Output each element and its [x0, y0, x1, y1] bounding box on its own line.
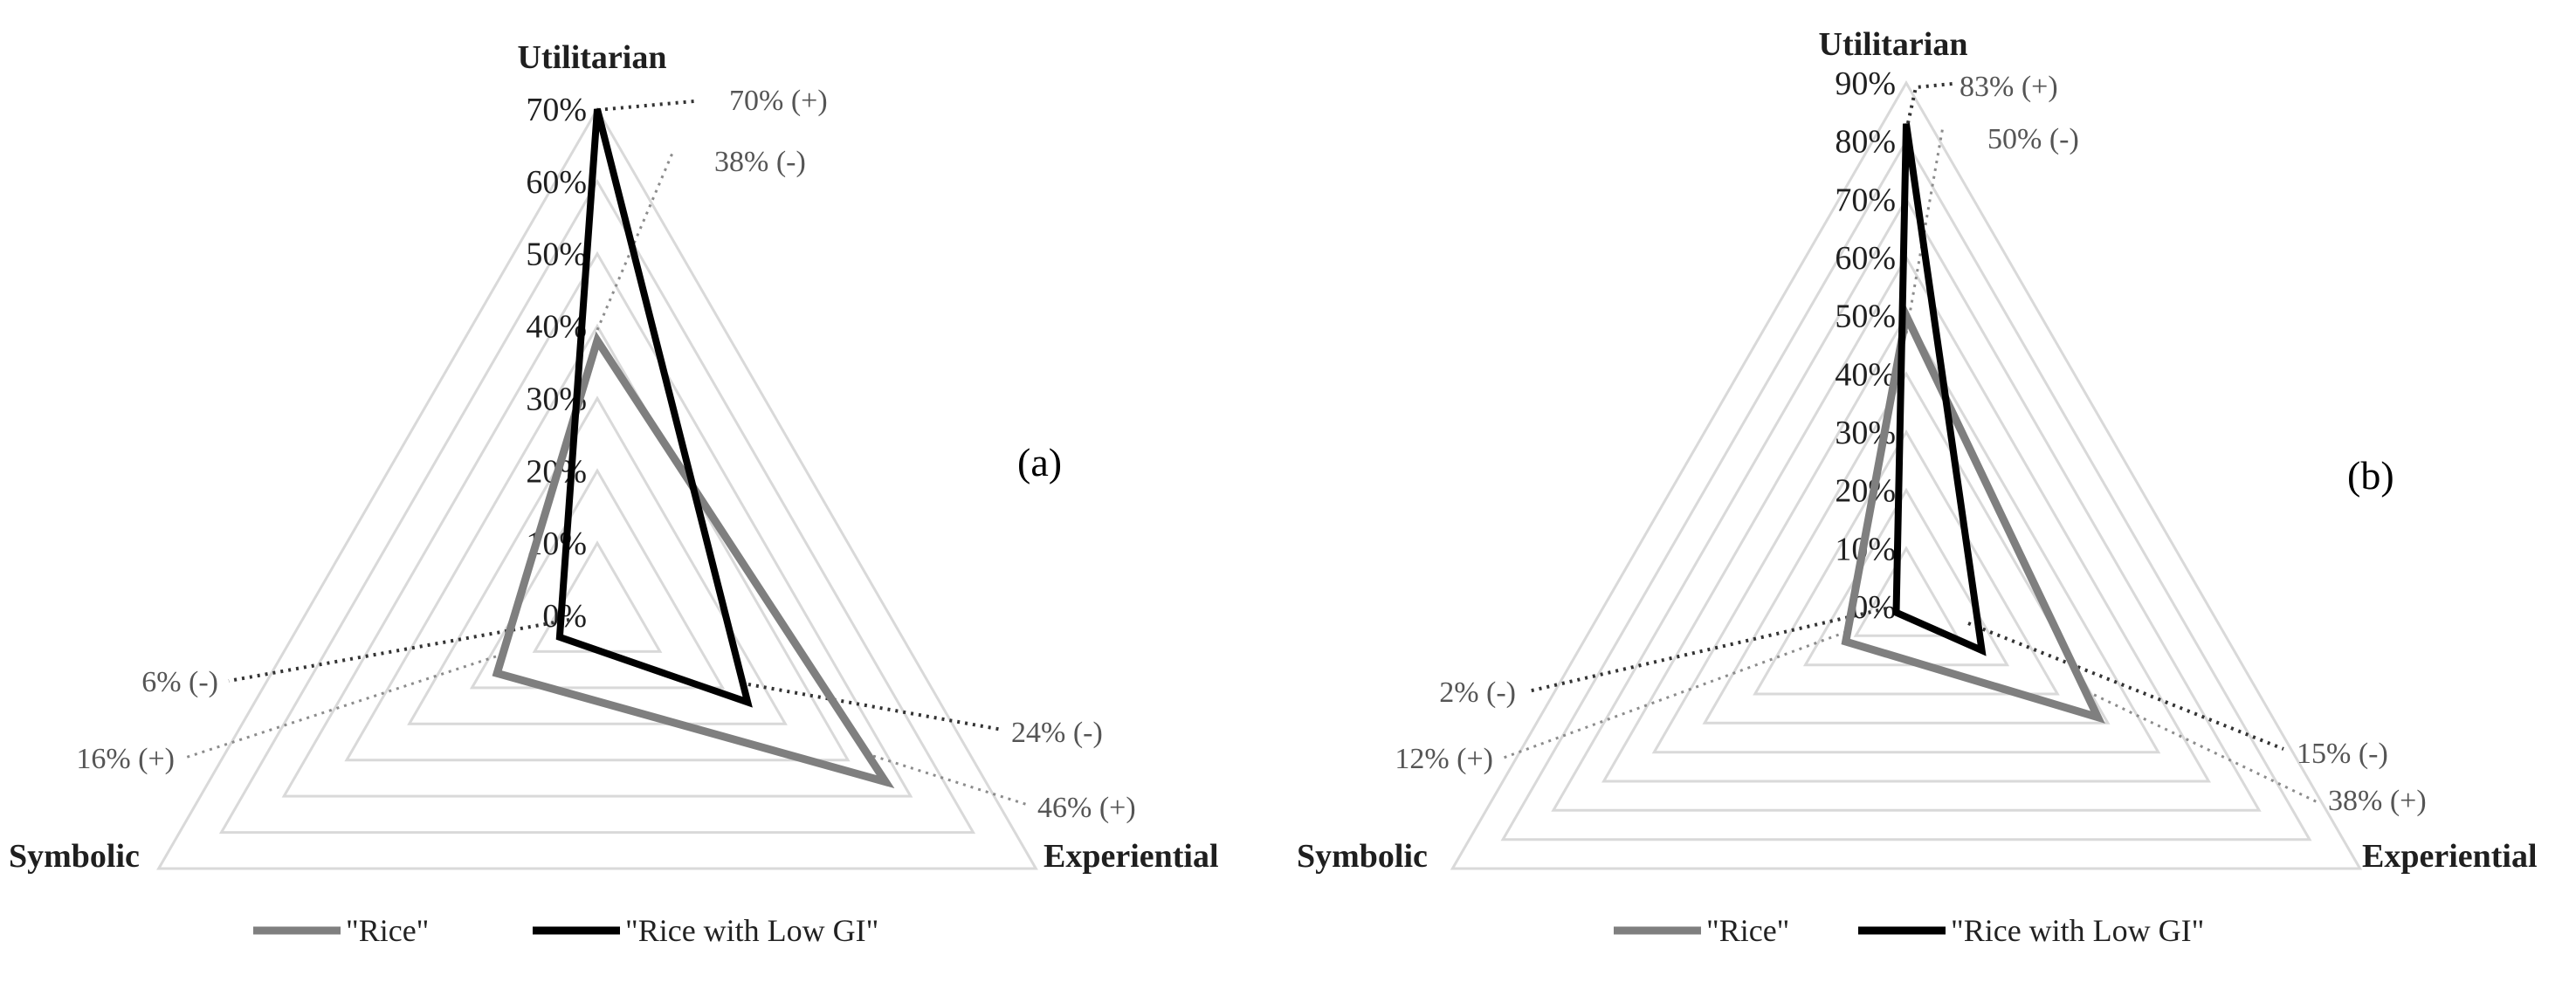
annotation-experiential-rice-a: 46% (+) — [1037, 792, 1136, 824]
leader-line-utilitarian-rice-b — [1904, 126, 1945, 334]
axis-label-experiential-a: Experiential — [1043, 838, 1219, 875]
radar-grid-a — [156, 106, 1038, 870]
grid-ring-b-1 — [1853, 546, 1960, 637]
grid-ring-b-7 — [1551, 196, 2262, 812]
annotation-utilitarian-low-gi-b: 83% (+) — [1960, 71, 2058, 103]
legend-a: "Rice" "Rice with Low GI" — [253, 913, 878, 948]
annotation-symbolic-low-gi-b: 2% (-) — [1439, 677, 1516, 709]
grid-ring-a-5 — [281, 251, 913, 798]
annotation-symbolic-rice-b: 12% (+) — [1395, 743, 1493, 775]
series-rice-low-gi-a — [555, 108, 753, 708]
annotation-utilitarian-rice-b: 50% (-) — [1987, 123, 2079, 155]
leader-line-utilitarian-low-gi-a — [596, 100, 695, 112]
tick-label-b-5: 50% — [1835, 299, 1896, 335]
axis-label-symbolic-a: Symbolic — [9, 838, 140, 875]
legend-label-rice-low-gi-a: "Rice with Low GI" — [625, 913, 878, 948]
leader-line-symbolic-low-gi-b — [1527, 607, 1887, 693]
axis-label-symbolic-b: Symbolic — [1297, 838, 1428, 875]
radar-grid-b — [1450, 79, 2363, 870]
leader-line-utilitarian-rice-a — [596, 150, 675, 331]
tick-label-b-7: 70% — [1835, 182, 1896, 218]
tick-label-a-7: 70% — [526, 92, 587, 128]
legend-b: "Rice" "Rice with Low GI" — [1614, 913, 2204, 948]
tick-label-b-8: 80% — [1835, 124, 1896, 161]
annotation-symbolic-low-gi-a: 6% (-) — [141, 666, 218, 698]
grid-ring-a-3 — [407, 395, 788, 725]
series-rice-low-gi-b — [1892, 123, 1987, 656]
radar-series-b — [1841, 123, 2105, 724]
tick-label-a-5: 50% — [526, 237, 587, 273]
radar-chart-b: 0%10%20%30%40%50%60%70%80%90% Utilitaria… — [1297, 26, 2538, 948]
grid-ring-b-6 — [1601, 254, 2211, 783]
grid-ring-b-9 — [1450, 79, 2363, 870]
tick-label-a-6: 60% — [526, 164, 587, 201]
tick-label-b-6: 60% — [1835, 240, 1896, 277]
legend-label-rice-low-gi-b: "Rice with Low GI" — [1951, 913, 2204, 948]
leader-line-experiential-low-gi-b — [1967, 622, 2284, 751]
grid-ring-b-8 — [1500, 138, 2312, 841]
tick-label-b-9: 90% — [1835, 65, 1896, 102]
leader-line-experiential-rice-b — [2086, 690, 2320, 805]
leader-line-symbolic-low-gi-a — [228, 618, 570, 683]
annotation-utilitarian-rice-a: 38% (-) — [714, 146, 806, 178]
radar-series-a — [492, 108, 895, 789]
series-rice-a — [492, 331, 895, 789]
grid-ring-b-5 — [1651, 313, 2161, 754]
axis-label-experiential-b: Experiential — [2362, 838, 2538, 875]
annotation-symbolic-rice-a: 16% (+) — [76, 743, 175, 775]
panel-label-a: (a) — [1017, 440, 1062, 484]
grid-ring-a-6 — [218, 178, 976, 835]
radar-chart-a: 0%10%20%30%40%50%60%70% Utilitarian Expe… — [9, 39, 1219, 948]
grid-ring-b-4 — [1702, 371, 2111, 725]
axis-label-utilitarian-a: Utilitarian — [518, 39, 667, 76]
leader-line-experiential-low-gi-a — [747, 683, 1003, 732]
axis-label-utilitarian-b: Utilitarian — [1819, 26, 1968, 63]
leader-line-symbolic-rice-b — [1503, 630, 1847, 759]
grid-ring-a-2 — [469, 468, 726, 690]
legend-label-rice-a: "Rice" — [346, 913, 429, 948]
grid-ring-b-3 — [1753, 429, 2060, 696]
tick-label-b-2: 20% — [1835, 473, 1896, 510]
annotation-experiential-low-gi-b: 15% (-) — [2297, 738, 2388, 770]
legend-label-rice-b: "Rice" — [1706, 913, 1789, 948]
series-rice-b — [1841, 303, 2105, 724]
leader-line-experiential-rice-a — [872, 754, 1029, 807]
tick-label-b-4: 40% — [1835, 356, 1896, 393]
panel-label-b: (b) — [2347, 453, 2394, 498]
annotation-experiential-rice-b: 38% (+) — [2328, 785, 2427, 817]
grid-ring-a-4 — [344, 323, 851, 762]
radar-tick-labels-a: 0%10%20%30%40%50%60%70% — [526, 92, 587, 635]
radar-tick-labels-b: 0%10%20%30%40%50%60%70%80%90% — [1835, 65, 1896, 626]
tick-label-b-0: 0% — [1851, 589, 1896, 626]
annotation-utilitarian-low-gi-a: 70% (+) — [729, 85, 828, 117]
grid-ring-a-7 — [156, 106, 1038, 870]
annotation-experiential-low-gi-a: 24% (-) — [1011, 717, 1103, 749]
tick-label-a-4: 40% — [526, 309, 587, 346]
